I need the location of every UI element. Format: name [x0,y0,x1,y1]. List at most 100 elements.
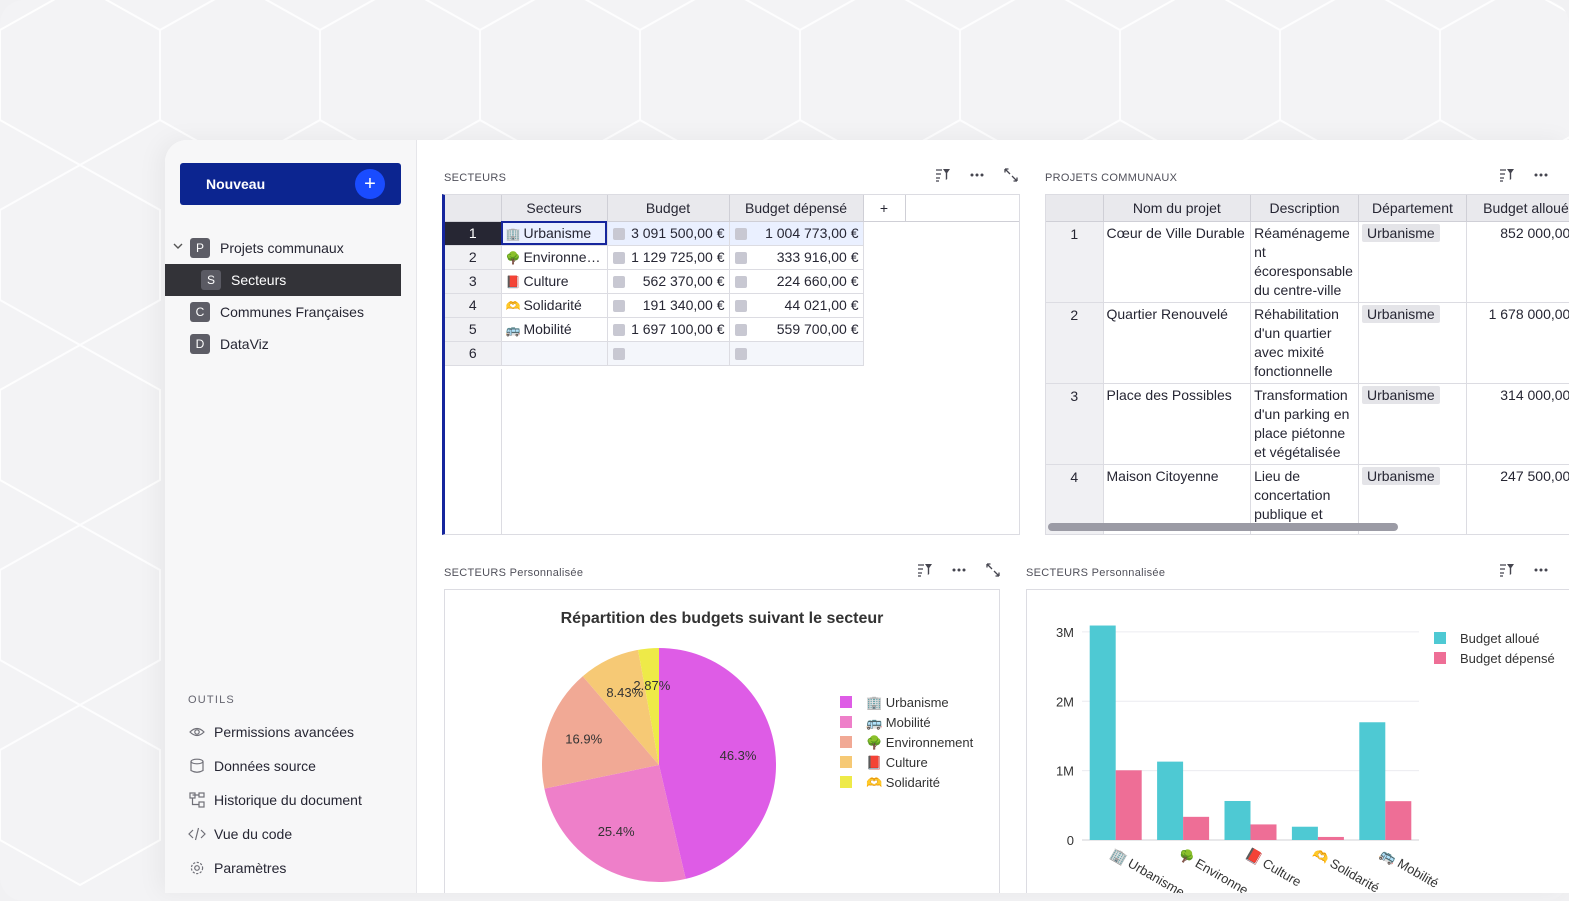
column-header-budget[interactable]: Budget [607,195,730,222]
horizontal-scrollbar[interactable] [1048,523,1398,531]
cell-budget-depense[interactable]: 333 916,00 € [729,245,864,270]
pie-slice[interactable] [542,676,659,789]
bar[interactable] [1224,800,1251,840]
cell-budget-alloue[interactable]: 247 500,00 € [1466,464,1569,534]
column-header-nom-du-projet[interactable]: Nom du projet [1103,195,1252,222]
page-item-projets-communaux[interactable]: P Projets communaux [165,232,417,264]
pie-slice[interactable] [638,648,659,765]
cell-budget[interactable]: 1 697 100,00 € [607,317,730,342]
cell-secteur[interactable]: 🏢 Urbanisme [501,221,608,246]
cell-budget-alloue[interactable]: 314 000,00 € [1466,383,1569,465]
cell-budget[interactable]: 191 340,00 € [607,293,730,318]
sort-filter-icon[interactable] [935,168,951,185]
legend-label[interactable]: Budget dépensé [1460,651,1555,666]
column-header-departement[interactable]: Département [1358,195,1467,222]
page-item-secteurs[interactable]: S Secteurs [165,264,401,296]
bar[interactable] [1157,761,1184,840]
row-number[interactable]: 1 [445,221,502,246]
more-options-icon[interactable] [969,168,985,185]
cell-departement[interactable]: Urbanisme [1358,302,1467,384]
bar[interactable] [1359,722,1386,840]
expand-icon[interactable] [985,563,1001,580]
legend-label[interactable]: 🌳 Environnement [866,734,974,750]
legend-label[interactable]: Budget alloué [1460,631,1540,646]
column-header-budget-alloue[interactable]: Budget alloué [1466,195,1569,222]
page-item-communes-francaises[interactable]: C Communes Françaises [165,296,417,328]
cell-nom[interactable]: Place des Possibles [1103,383,1252,465]
more-options-icon[interactable] [1533,168,1549,185]
cell-description[interactable]: Transformation d'un parking en place pié… [1250,383,1359,465]
table-row[interactable]: 3 Place des Possibles Transformation d'u… [1046,383,1569,465]
bar[interactable] [1317,836,1344,840]
add-column-button[interactable]: + [862,195,906,222]
column-header-budget-depense[interactable]: Budget dépensé [729,195,864,222]
bar[interactable] [1183,816,1210,840]
bar[interactable] [1385,801,1412,840]
cell-budget-depense[interactable]: 224 660,00 € [729,269,864,294]
legend-label[interactable]: 🚌 Mobilité [866,715,931,730]
tool-parametres[interactable]: Paramètres [188,857,286,879]
cell-departement[interactable]: Urbanisme [1358,383,1467,465]
cell-secteur[interactable]: 🫶 Solidarité [501,293,608,318]
table-row[interactable]: 4 🫶 Solidarité 191 340,00 € 44 021,00 € [445,293,1019,318]
row-number[interactable]: 2 [445,245,502,270]
table-row[interactable]: 1 🏢 Urbanisme 3 091 500,00 € 1 004 773,00… [445,221,1019,246]
pie-slice[interactable] [582,649,659,765]
table-row[interactable]: 1 Cœur de Ville Durable Réaménageme nt é… [1046,221,1569,303]
legend-label[interactable]: 🏢 Urbanisme [866,695,949,710]
row-number[interactable]: 5 [445,317,502,342]
cell-budget-alloue[interactable]: 852 000,00 € [1466,221,1569,303]
cell-budget-depense[interactable]: 1 004 773,00 € [729,221,864,246]
cell-secteur[interactable]: 🌳 Environne… [501,245,608,270]
row-number[interactable]: 4 [1046,464,1104,534]
cell-description[interactable]: Lieu de concertation publique et [1250,464,1359,534]
cell-budget[interactable]: 3 091 500,00 € [607,221,730,246]
row-number[interactable]: 4 [445,293,502,318]
cell-budget-depense[interactable] [729,341,864,366]
row-number[interactable]: 3 [1046,383,1104,465]
cell-departement[interactable]: Urbanisme [1358,464,1467,534]
row-number[interactable]: 6 [445,341,502,366]
table-row[interactable]: 4 Maison Citoyenne Lieu de concertation … [1046,464,1569,534]
column-header-secteurs[interactable]: Secteurs [501,195,608,222]
tool-vue-du-code[interactable]: Vue du code [188,823,292,845]
bar[interactable] [1089,625,1116,840]
row-number[interactable]: 3 [445,269,502,294]
cell-budget-alloue[interactable]: 1 678 000,00 € [1466,302,1569,384]
sort-filter-icon[interactable] [1499,563,1515,580]
sort-filter-icon[interactable] [917,563,933,580]
legend-label[interactable]: 🫶 Solidarité [866,775,940,790]
table-row[interactable]: 5 🚌 Mobilité 1 697 100,00 € 559 700,00 € [445,317,1019,342]
cell-description[interactable]: Réaménageme nt écoresponsable du centre-… [1250,221,1359,303]
pie-slice[interactable] [544,765,686,882]
table-row-new[interactable]: 6 [445,341,1019,366]
bar[interactable] [1291,826,1318,840]
cell-secteur[interactable] [501,341,608,366]
tool-historique[interactable]: Historique du document [188,789,362,811]
bar[interactable] [1250,824,1277,840]
cell-budget-depense[interactable]: 559 700,00 € [729,317,864,342]
bar[interactable] [1115,770,1142,840]
cell-budget[interactable]: 1 129 725,00 € [607,245,730,270]
cell-budget[interactable]: 562 370,00 € [607,269,730,294]
expand-icon[interactable] [1003,168,1019,185]
cell-nom[interactable]: Cœur de Ville Durable [1103,221,1252,303]
more-options-icon[interactable] [1533,563,1549,580]
row-number[interactable]: 1 [1046,221,1104,303]
sort-filter-icon[interactable] [1499,168,1515,185]
row-number[interactable]: 2 [1046,302,1104,384]
chevron-down-icon[interactable] [172,240,184,252]
plus-icon[interactable]: + [355,169,385,199]
new-button[interactable]: Nouveau + [180,163,401,205]
page-item-dataviz[interactable]: D DataViz [165,328,417,360]
table-row[interactable]: 2 Quartier Renouvelé Réhabilitation d'un… [1046,302,1569,384]
pie-slice[interactable] [659,648,776,879]
column-header-description[interactable]: Description [1250,195,1359,222]
cell-budget[interactable] [607,341,730,366]
cell-secteur[interactable]: 🚌 Mobilité [501,317,608,342]
cell-description[interactable]: Réhabilitation d'un quartier avec mixité… [1250,302,1359,384]
table-row[interactable]: 3 📕 Culture 562 370,00 € 224 660,00 € [445,269,1019,294]
table-row[interactable]: 2 🌳 Environne… 1 129 725,00 € 333 916,00 … [445,245,1019,270]
cell-nom[interactable]: Quartier Renouvelé [1103,302,1252,384]
tool-donnees-source[interactable]: Données source [188,755,316,777]
